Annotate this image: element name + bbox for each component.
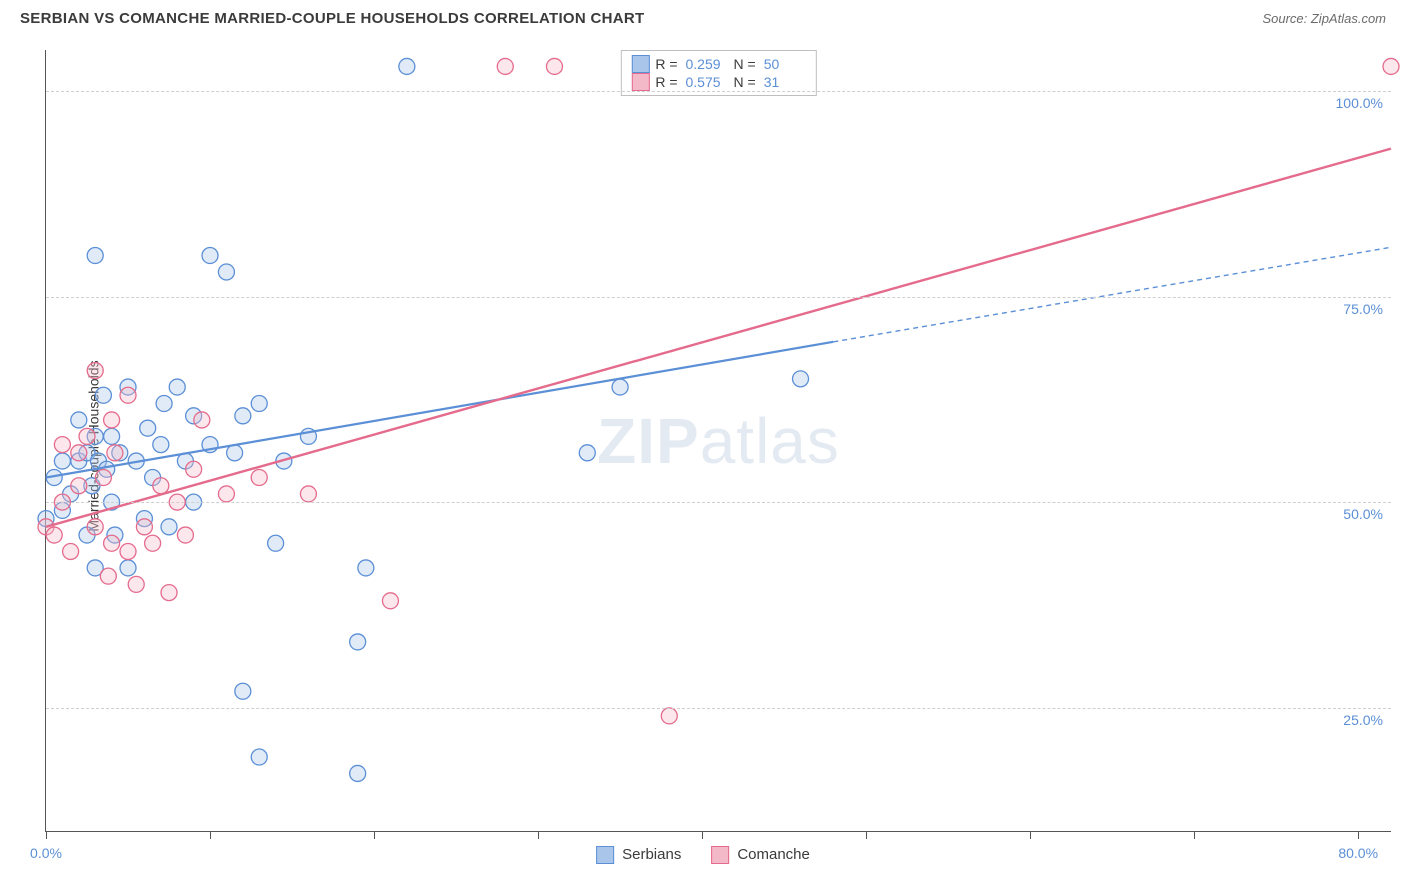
data-point <box>300 486 316 502</box>
trendline-extrapolated <box>833 247 1391 342</box>
legend-label-serbians: Serbians <box>622 846 681 863</box>
legend-r-comanche: 0.575 <box>686 74 728 90</box>
data-point <box>161 585 177 601</box>
data-point <box>1383 58 1399 74</box>
data-point <box>169 379 185 395</box>
data-point <box>194 412 210 428</box>
data-point <box>100 568 116 584</box>
data-point <box>156 396 172 412</box>
legend-n-label: N = <box>734 74 756 90</box>
chart-source: Source: ZipAtlas.com <box>1262 11 1386 26</box>
data-point <box>71 412 87 428</box>
legend-r-label: R = <box>655 56 677 72</box>
data-point <box>46 527 62 543</box>
legend-r-label: R = <box>655 74 677 90</box>
data-point <box>104 412 120 428</box>
y-tick-label: 50.0% <box>1343 506 1383 522</box>
legend-series: Serbians Comanche <box>596 846 810 864</box>
legend-swatch-comanche <box>631 73 649 91</box>
data-point <box>153 478 169 494</box>
data-point <box>186 461 202 477</box>
data-point <box>71 445 87 461</box>
data-point <box>161 519 177 535</box>
data-point <box>497 58 513 74</box>
data-point <box>120 387 136 403</box>
chart-title: SERBIAN VS COMANCHE MARRIED-COUPLE HOUSE… <box>20 10 644 27</box>
legend-n-label: N = <box>734 56 756 72</box>
data-point <box>382 593 398 609</box>
data-point <box>153 437 169 453</box>
legend-stats-row-comanche: R = 0.575 N = 31 <box>631 73 805 91</box>
legend-stats: R = 0.259 N = 50 R = 0.575 N = 31 <box>620 50 816 96</box>
data-point <box>251 749 267 765</box>
data-point <box>251 396 267 412</box>
data-point <box>218 486 234 502</box>
y-tick-label: 25.0% <box>1343 712 1383 728</box>
data-point <box>104 535 120 551</box>
legend-stats-row-serbians: R = 0.259 N = 50 <box>631 55 805 73</box>
legend-item-serbians: Serbians <box>596 846 681 864</box>
data-point <box>71 478 87 494</box>
data-point <box>79 428 95 444</box>
data-point <box>202 248 218 264</box>
data-point <box>120 560 136 576</box>
data-point <box>235 408 251 424</box>
legend-swatch-serbians <box>631 55 649 73</box>
data-point <box>63 543 79 559</box>
data-point <box>268 535 284 551</box>
data-point <box>399 58 415 74</box>
data-point <box>177 527 193 543</box>
data-point <box>612 379 628 395</box>
data-point <box>350 634 366 650</box>
data-point <box>145 535 161 551</box>
data-point <box>95 469 111 485</box>
trendline <box>46 149 1391 527</box>
data-point <box>350 765 366 781</box>
data-point <box>358 560 374 576</box>
data-point <box>104 428 120 444</box>
legend-swatch-serbians <box>596 846 614 864</box>
legend-n-serbians: 50 <box>764 56 806 72</box>
data-point <box>54 437 70 453</box>
scatter-plot-svg <box>46 50 1391 831</box>
data-point <box>87 363 103 379</box>
data-point <box>54 453 70 469</box>
data-point <box>546 58 562 74</box>
data-point <box>579 445 595 461</box>
legend-item-comanche: Comanche <box>711 846 810 864</box>
data-point <box>128 576 144 592</box>
y-tick-label: 100.0% <box>1336 95 1383 111</box>
data-point <box>218 264 234 280</box>
data-point <box>235 683 251 699</box>
data-point <box>107 445 123 461</box>
legend-label-comanche: Comanche <box>737 846 810 863</box>
data-point <box>95 387 111 403</box>
data-point <box>793 371 809 387</box>
legend-r-serbians: 0.259 <box>686 56 728 72</box>
legend-swatch-comanche <box>711 846 729 864</box>
legend-n-comanche: 31 <box>764 74 806 90</box>
y-tick-label: 75.0% <box>1343 301 1383 317</box>
x-tick-label: 80.0% <box>1338 845 1378 861</box>
data-point <box>136 519 152 535</box>
data-point <box>251 469 267 485</box>
data-point <box>661 708 677 724</box>
data-point <box>227 445 243 461</box>
data-point <box>140 420 156 436</box>
x-tick-label: 0.0% <box>30 845 62 861</box>
chart-plot-area: ZIPatlas R = 0.259 N = 50 R = 0.575 N = … <box>45 50 1391 832</box>
data-point <box>87 519 103 535</box>
data-point <box>120 543 136 559</box>
data-point <box>87 248 103 264</box>
